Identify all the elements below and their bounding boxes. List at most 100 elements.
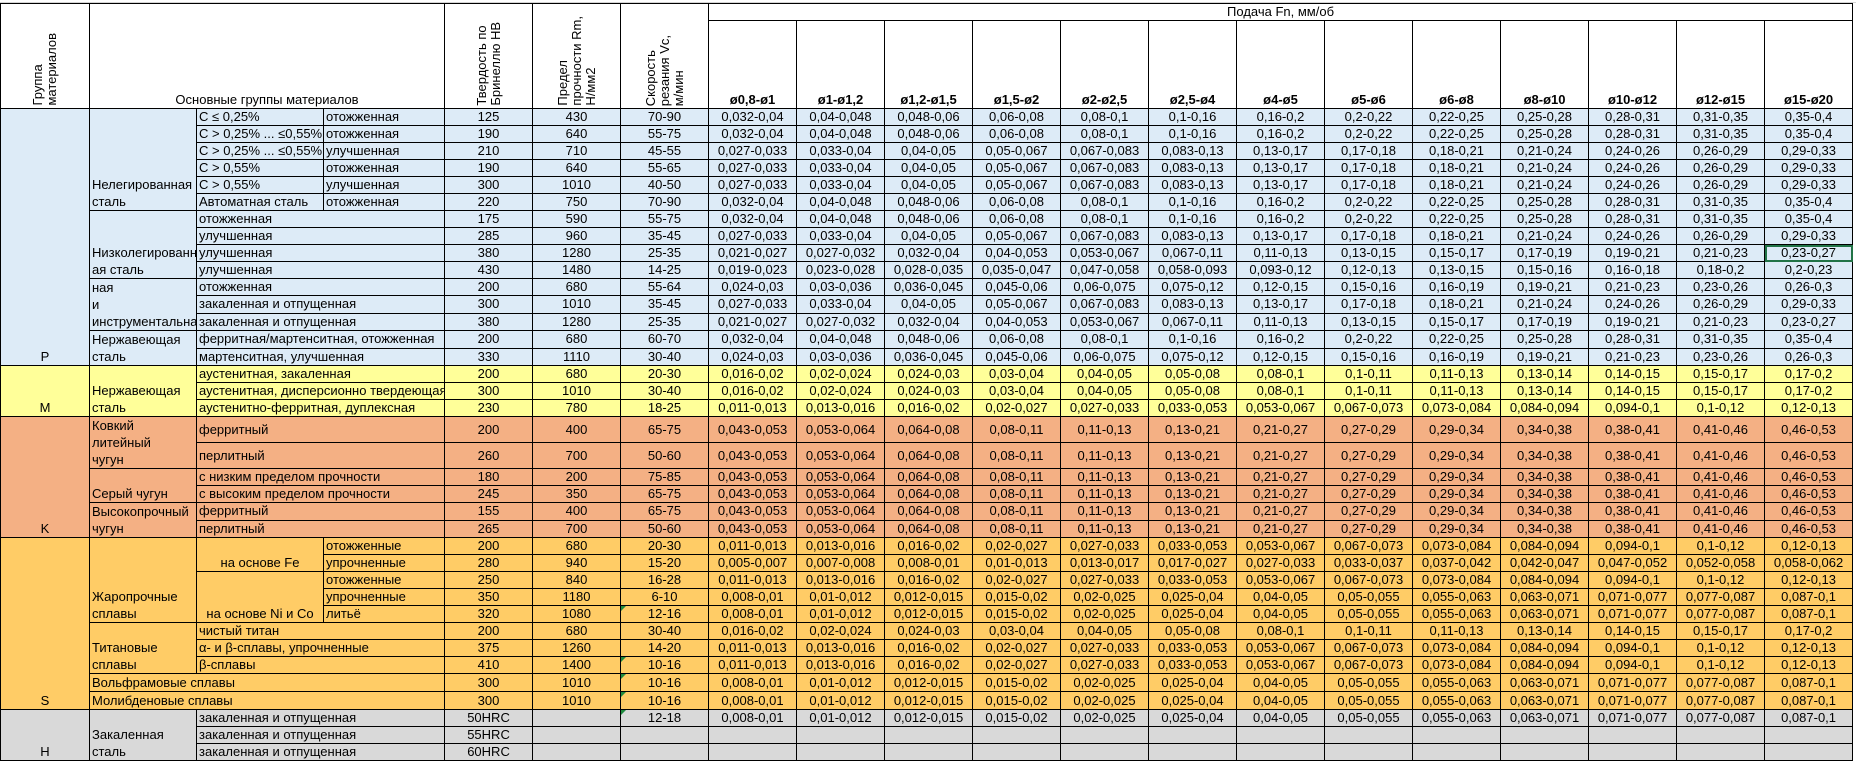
feed-value[interactable]: 0,027-0,032	[796, 312, 886, 332]
strength-value[interactable]: 1400	[532, 656, 622, 674]
feed-value[interactable]: 0,05-0,055	[1324, 709, 1414, 727]
feed-value[interactable]: 0,075-0,12	[1148, 277, 1238, 297]
feed-value[interactable]: 0,027-0,033	[708, 159, 798, 177]
strength-value[interactable]: 640	[532, 159, 622, 177]
feed-value[interactable]: 0,21-0,24	[1500, 295, 1590, 314]
feed-value[interactable]: 0,067-0,073	[1324, 639, 1414, 657]
feed-value[interactable]: 0,024-0,03	[884, 622, 974, 640]
feed-value[interactable]: 0,13-0,14	[1500, 382, 1590, 400]
feed-value[interactable]: 0,047-0,052	[1588, 554, 1678, 572]
feed-value[interactable]: 0,015-0,02	[972, 588, 1062, 606]
hardness-value[interactable]: 245	[444, 485, 534, 503]
material-condition[interactable]: отожженная	[322, 108, 446, 126]
feed-value[interactable]: 0,04-0,05	[1060, 622, 1150, 640]
feed-value[interactable]: 0,21-0,27	[1236, 442, 1326, 469]
feed-value[interactable]: 0,048-0,06	[884, 210, 974, 228]
feed-value[interactable]	[1764, 726, 1854, 744]
hardness-value[interactable]: 280	[444, 554, 534, 572]
feed-value[interactable]: 0,012-0,015	[884, 691, 974, 710]
feed-value[interactable]: 0,46-0,53	[1764, 485, 1854, 503]
feed-value[interactable]	[796, 726, 886, 744]
feed-value[interactable]: 0,033-0,053	[1148, 399, 1238, 417]
feed-value[interactable]: 0,08-0,11	[972, 442, 1062, 469]
strength-value[interactable]	[532, 726, 622, 744]
feed-value[interactable]: 0,26-0,29	[1676, 142, 1766, 160]
feed-value[interactable]: 0,34-0,38	[1500, 485, 1590, 503]
feed-value[interactable]: 0,008-0,01	[708, 588, 798, 606]
feed-value[interactable]	[972, 743, 1062, 761]
feed-value[interactable]: 0,31-0,35	[1676, 108, 1766, 126]
feed-value[interactable]: 0,31-0,35	[1676, 193, 1766, 211]
feed-value[interactable]: 0,24-0,26	[1588, 159, 1678, 177]
feed-value[interactable]: 0,094-0,1	[1588, 399, 1678, 417]
feed-value[interactable]: 0,1-0,16	[1148, 108, 1238, 126]
cutting-speed-value[interactable]: 35-45	[620, 227, 710, 245]
strength-value[interactable]: 350	[532, 485, 622, 503]
feed-value[interactable]: 0,063-0,071	[1500, 709, 1590, 727]
feed-value[interactable]	[1500, 726, 1590, 744]
feed-value[interactable]: 0,008-0,01	[708, 673, 798, 692]
feed-value[interactable]: 0,008-0,01	[708, 605, 798, 623]
feed-value[interactable]: 0,24-0,26	[1588, 176, 1678, 194]
header-diameter[interactable]: ø1,5-ø2	[972, 20, 1062, 109]
feed-value[interactable]: 0,17-0,2	[1764, 382, 1854, 400]
material-subgroup[interactable]: Высокопрочный чугун	[89, 502, 197, 538]
hardness-value[interactable]: 200	[444, 277, 534, 297]
strength-value[interactable]: 430	[532, 108, 622, 126]
feed-value[interactable]: 0,29-0,33	[1764, 142, 1854, 160]
feed-value[interactable]: 0,077-0,087	[1676, 709, 1766, 727]
feed-value[interactable]: 0,027-0,033	[708, 142, 798, 160]
feed-value[interactable]: 0,043-0,053	[708, 416, 798, 443]
feed-value[interactable]: 0,011-0,013	[708, 399, 798, 417]
feed-value[interactable]: 0,16-0,2	[1236, 330, 1326, 349]
header-cutting-speed[interactable]: Скорость резания Vc, м/мин	[620, 3, 710, 109]
feed-value[interactable]: 0,011-0,013	[708, 537, 798, 555]
feed-value[interactable]: 0,025-0,04	[1148, 691, 1238, 710]
strength-value[interactable]: 400	[532, 416, 622, 443]
feed-value[interactable]: 0,27-0,29	[1324, 468, 1414, 486]
feed-value[interactable]: 0,055-0,063	[1412, 709, 1502, 727]
feed-value[interactable]: 0,35-0,4	[1764, 125, 1854, 143]
feed-value[interactable]: 0,033-0,037	[1324, 554, 1414, 572]
feed-value[interactable]: 0,06-0,08	[972, 108, 1062, 126]
material-subgroup[interactable]: Серый чугун	[89, 468, 197, 503]
feed-value[interactable]: 0,18-0,21	[1412, 142, 1502, 160]
feed-value[interactable]: 0,02-0,024	[796, 622, 886, 640]
cutting-speed-value[interactable]: 14-25	[620, 261, 710, 279]
feed-value[interactable]: 0,067-0,083	[1060, 176, 1150, 194]
feed-value[interactable]: 0,05-0,08	[1148, 365, 1238, 383]
feed-value[interactable]: 0,077-0,087	[1676, 691, 1766, 710]
feed-value[interactable]: 0,08-0,1	[1060, 108, 1150, 126]
feed-value[interactable]: 0,043-0,053	[708, 442, 798, 469]
feed-value[interactable]: 0,16-0,2	[1236, 125, 1326, 143]
material-condition[interactable]: отожженная	[322, 159, 446, 177]
strength-value[interactable]: 1010	[532, 176, 622, 194]
feed-value[interactable]: 0,21-0,23	[1676, 244, 1766, 262]
feed-value[interactable]: 0,13-0,17	[1236, 227, 1326, 245]
feed-value[interactable]	[1588, 743, 1678, 761]
feed-value[interactable]: 0,18-0,21	[1412, 159, 1502, 177]
feed-value[interactable]: 0,23-0,26	[1676, 347, 1766, 366]
feed-value[interactable]: 0,02-0,024	[796, 365, 886, 383]
feed-value[interactable]: 0,38-0,41	[1588, 502, 1678, 521]
feed-value[interactable]: 0,25-0,28	[1500, 108, 1590, 126]
feed-value[interactable]: 0,04-0,053	[972, 244, 1062, 262]
feed-value[interactable]: 0,064-0,08	[884, 442, 974, 469]
feed-value[interactable]: 0,02-0,025	[1060, 673, 1150, 692]
feed-value[interactable]: 0,04-0,05	[1060, 365, 1150, 383]
error-indicator-icon[interactable]	[621, 674, 627, 679]
feed-value[interactable]	[1148, 726, 1238, 744]
feed-value[interactable]: 0,14-0,15	[1588, 365, 1678, 383]
feed-value[interactable]: 0,08-0,1	[1060, 125, 1150, 143]
feed-value[interactable]: 0,016-0,02	[708, 382, 798, 400]
feed-value[interactable]: 0,46-0,53	[1764, 416, 1854, 443]
material-condition[interactable]: улучшенная	[322, 142, 446, 160]
feed-value[interactable]: 0,043-0,053	[708, 485, 798, 503]
cutting-speed-value[interactable]	[620, 743, 710, 761]
feed-value[interactable]	[1148, 743, 1238, 761]
material-type[interactable]: C > 0,25% ... ≤0,55%	[196, 125, 324, 143]
material-condition[interactable]: закаленная и отпущенная	[195, 295, 446, 314]
feed-value[interactable]: 0,043-0,053	[708, 519, 798, 538]
feed-value[interactable]: 0,04-0,05	[884, 159, 974, 177]
feed-value[interactable]: 0,34-0,38	[1500, 502, 1590, 521]
